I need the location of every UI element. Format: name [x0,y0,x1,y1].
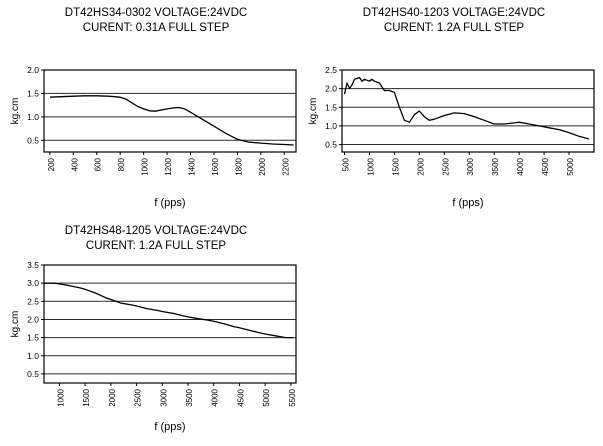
y-tick-label: 3.5 [27,260,39,270]
y-tick-label: 0.5 [325,140,337,150]
x-axis-label: f (pps) [154,421,185,433]
y-tick-label: 3.0 [27,278,39,288]
plot-border [43,264,297,384]
x-axis-label: f (pps) [452,197,483,209]
torque-plot-dt42hs48: 0.5 1.0 1.5 2.0 2.5 3.0 3.5 1000 1500 2000 2500 300… [10,260,297,433]
x-tick-label: 1400 [188,157,197,175]
x-tick-label: 2000 [416,157,425,175]
y-axis-label: kg.cm [308,98,319,125]
x-tick-label: 200 [47,157,56,171]
y-tick-label: 1.5 [27,333,39,343]
x-tick-label: 3500 [491,157,500,175]
x-tick-label: 1000 [366,157,375,175]
torque-plot-dt42hs40: 0.5 1.0 1.5 2.0 2.5 500 1000 1500 2000 2500 3000 35… [308,65,595,209]
x-tick-label: 2000 [108,388,117,406]
x-tick-label: 1500 [391,157,400,175]
x-tick-label: 1600 [211,157,220,175]
x-tick-label: 2500 [134,388,143,406]
x-tick-label: 500 [341,157,350,171]
x-tick-label: 4000 [516,157,525,175]
chart-subtitle: CURENT: 1.2A FULL STEP [85,240,227,252]
x-tick-label: 400 [70,157,79,171]
chart-dt42hs48-1205: DT42HS48-1205 VOLTAGE:24VDC CURENT: 1.2A… [8,224,304,434]
x-tick-label: 1500 [82,388,91,406]
chart-title: DT42HS48-1205 VOLTAGE:24VDC [64,225,248,237]
x-axis-label: f (pps) [154,197,185,209]
y-tick-label: 2.0 [27,314,39,324]
plot-border [341,69,595,153]
chart-title: DT42HS34-0302 VOLTAGE:24VDC [64,7,248,19]
chart-dt42hs34-0302: DT42HS34-0302 VOLTAGE:24VDC CURENT: 0.31… [8,6,304,210]
plot-border [43,69,297,153]
y-tick-label: 2.0 [27,65,39,75]
x-tick-label: 1800 [234,157,243,175]
torque-curve [44,282,294,339]
x-tick-label: 5000 [566,157,575,175]
x-tick-label: 3500 [185,388,194,406]
x-tick-label: 2200 [281,157,290,175]
x-tick-label: 1000 [56,388,65,406]
x-tick-label: 4500 [541,157,550,175]
x-tick-label: 800 [117,157,126,171]
x-tick-label: 1000 [141,157,150,175]
x-tick-label: 5500 [288,388,297,406]
y-tick-label: 1.5 [27,88,39,98]
y-tick-label: 0.5 [27,369,39,379]
y-tick-label: 1.0 [27,112,39,122]
x-tick-label: 3000 [159,388,168,406]
x-tick-label: 2500 [441,157,450,175]
x-tick-label: 5000 [262,388,271,406]
torque-plot-dt42hs34: 0.5 1.0 1.5 2.0 200 400 600 800 1000 1200 1400 1600… [10,65,297,209]
y-tick-label: 2.5 [27,296,39,306]
x-tick-label: 3000 [466,157,475,175]
y-tick-label: 2.0 [325,84,337,94]
y-axis-label: kg.cm [10,98,21,125]
y-tick-label: 1.5 [325,102,337,112]
chart-title: DT42HS40-1203 VOLTAGE:24VDC [362,7,546,19]
y-tick-label: 1.0 [27,351,39,361]
y-axis-label: kg.cm [10,311,21,338]
chart-subtitle: CURENT: 0.31A FULL STEP [82,22,230,34]
x-tick-label: 600 [94,157,103,171]
chart-subtitle: CURENT: 1.2A FULL STEP [383,22,525,34]
x-tick-label: 4000 [211,388,220,406]
torque-curve [49,95,294,146]
y-tick-label: 0.5 [27,135,39,145]
y-tick-label: 2.5 [325,65,337,75]
x-tick-label: 2000 [258,157,267,175]
y-tick-label: 1.0 [325,121,337,131]
chart-dt42hs40-1203: DT42HS40-1203 VOLTAGE:24VDC CURENT: 1.2A… [306,6,602,210]
x-tick-label: 4500 [236,388,245,406]
x-tick-label: 1200 [164,157,173,175]
torque-curve [343,76,590,140]
